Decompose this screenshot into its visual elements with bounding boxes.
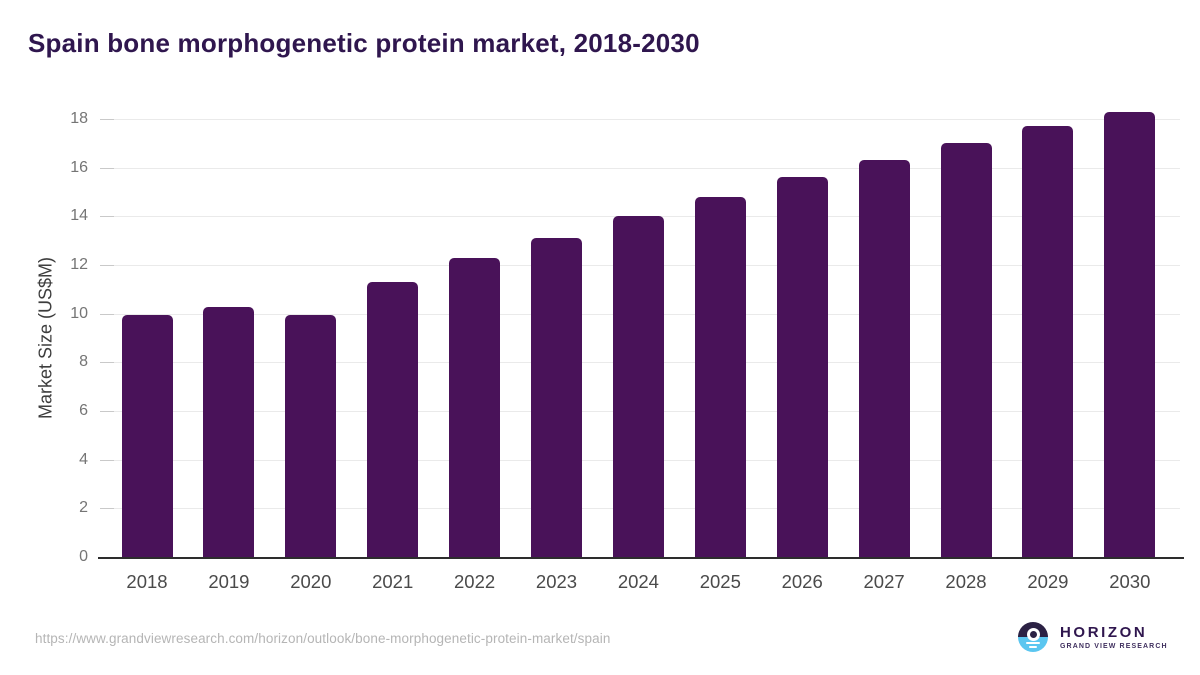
x-tick-label: 2018 [126,571,168,592]
y-tick-mark [100,362,114,364]
y-tick-label: 2 [79,499,88,517]
y-tick-label: 16 [70,158,88,176]
x-tick-label: 2029 [1027,571,1069,592]
bar-2018 [121,314,173,557]
bar-2028 [940,143,992,557]
bar-2026 [776,177,828,557]
logo-subtitle-text: GRAND VIEW RESEARCH [1060,642,1168,650]
y-tick-label: 4 [79,450,88,468]
y-tick-mark [100,508,114,510]
y-tick-mark [100,119,114,121]
y-tick-label: 0 [79,548,88,565]
bar-2025 [694,196,746,557]
horizon-logo: HORIZON GRAND VIEW RESEARCH [1018,622,1168,652]
x-tick-label: 2025 [699,571,741,592]
x-tick-label: 2027 [863,571,905,592]
y-axis-title: Market Size (US$M) [35,256,56,420]
sun-icon [1026,627,1040,641]
gridline [100,167,1180,169]
x-tick-label: 2026 [781,571,823,592]
y-tick-mark [100,265,114,267]
logo-brand-text: HORIZON [1060,623,1148,641]
gridline [100,119,1180,121]
wave-icon [1029,646,1037,648]
y-tick-label: 8 [79,353,88,371]
bar-2030 [1104,111,1156,557]
x-tick-label: 2019 [208,571,250,592]
y-tick-label: 18 [70,110,88,128]
y-tick-label: 14 [70,207,88,225]
x-tick-label: 2024 [617,571,659,592]
x-tick-label: 2023 [535,571,578,592]
x-tick-label: 2022 [454,571,496,592]
page-title: Spain bone morphogenetic protein market,… [28,28,700,58]
bar-2027 [858,160,910,557]
y-tick-label: 6 [79,402,88,420]
x-tick-label: 2020 [290,571,332,592]
x-axis-line [98,557,1184,559]
x-tick-label: 2021 [372,571,414,592]
bar-2024 [612,216,664,557]
y-tick-mark [100,411,114,413]
y-tick-mark [100,459,114,461]
y-tick-mark [100,216,114,218]
source-url: https://www.grandviewresearch.com/horizo… [35,631,611,646]
bar-2022 [449,257,501,557]
bar-2029 [1022,126,1074,557]
y-tick-mark [100,313,114,315]
bar-2019 [203,307,255,557]
x-tick-label: 2028 [945,571,987,592]
y-tick-label: 10 [70,304,88,322]
bar-2020 [285,314,337,557]
horizon-logo-icon [1018,622,1048,652]
y-tick-mark [100,167,114,169]
x-tick-label: 2030 [1109,571,1151,592]
wave-icon [1026,642,1040,644]
bar-2023 [531,238,582,557]
y-tick-label: 12 [70,256,88,274]
bar-2021 [367,282,419,557]
